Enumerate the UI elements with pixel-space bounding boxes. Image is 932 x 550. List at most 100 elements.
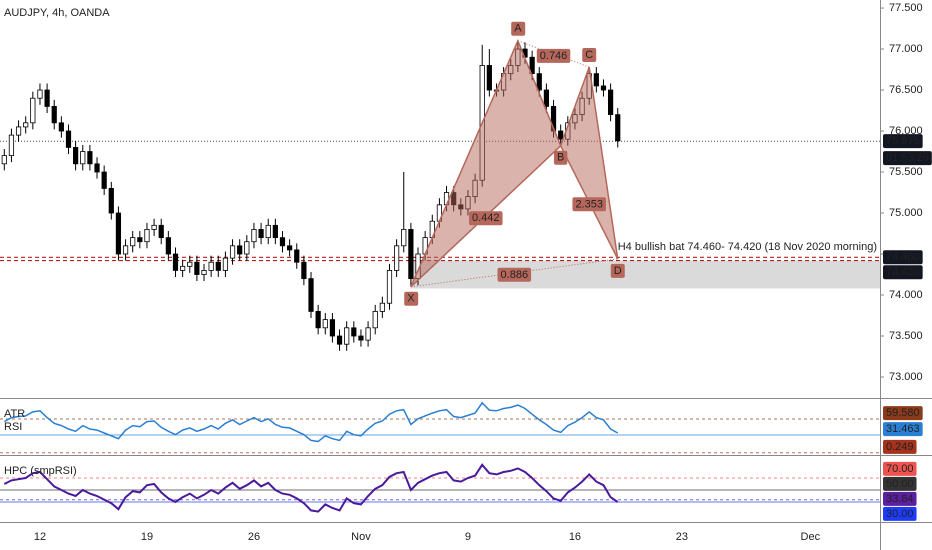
candle-body [329, 319, 336, 337]
x-tick-label: Dec [801, 531, 821, 543]
candle-body [108, 188, 114, 214]
candle-body [73, 147, 79, 165]
candle-body [351, 327, 357, 337]
last-price-label: 75.875 [886, 135, 920, 147]
candle-body [322, 319, 328, 329]
candle-body [287, 245, 293, 251]
indicator-axis-label: 30.00 [886, 508, 914, 520]
indicator-label: ATR [4, 408, 25, 420]
candle-body [201, 270, 207, 275]
candle-body [372, 311, 378, 329]
candle-body [615, 114, 621, 142]
candle-body [543, 89, 550, 107]
candle-body [180, 265, 186, 271]
candle-body [600, 85, 607, 91]
candle-body [237, 245, 243, 255]
indicator-label: HPC (smpRSI) [4, 465, 77, 477]
candle-body [365, 327, 371, 341]
candle-body [558, 130, 564, 140]
candle-body [244, 241, 250, 255]
candle-body [301, 261, 307, 280]
pattern-point-label-box [404, 291, 419, 306]
candle-body [222, 257, 229, 271]
y-tick-label: 75.000 [889, 207, 923, 219]
countdown-label: 01:53:25 [886, 152, 929, 164]
indicator-label: RSI [4, 421, 22, 433]
candle-body [187, 261, 193, 267]
candle-body [536, 73, 542, 91]
pattern-point-label: A [514, 23, 522, 35]
countdown-label-box [883, 151, 932, 166]
pattern-ratio: 2.353 [575, 198, 603, 210]
y-tick-label: 73.500 [889, 330, 923, 342]
candle-body [308, 278, 314, 312]
target-zone [410, 260, 880, 289]
candle-body [80, 151, 86, 165]
candle-body [44, 89, 50, 107]
indicator-axis-label-box [883, 476, 917, 491]
pattern-ratio: 0.442 [472, 212, 500, 224]
candle-body [144, 229, 150, 243]
candle-body [115, 212, 122, 255]
annotation: H4 bullish bat 74.460- 74.420 (18 Nov 20… [618, 241, 877, 253]
candle-body [408, 229, 414, 280]
candle-body [1, 155, 7, 165]
indicator-line [3, 401, 619, 443]
indicator-axis-label: 33.84 [886, 493, 914, 505]
pattern-point-label-box [511, 21, 526, 36]
candle-body [336, 335, 343, 345]
pattern-point-label: B [557, 152, 564, 164]
candle-body [229, 245, 236, 259]
pattern-ratio-box [497, 267, 532, 282]
candle-body [137, 237, 143, 243]
pattern-point-label: C [585, 49, 593, 61]
candle-body [379, 302, 385, 312]
candle-body [165, 237, 171, 255]
indicator-axis-label: 31.463 [886, 423, 920, 435]
y-tick-label: 77.000 [889, 43, 923, 55]
pattern-ratio-box [572, 197, 606, 212]
candle-body [344, 327, 350, 345]
candle-body [251, 229, 257, 243]
y-tick-label: 76.500 [889, 84, 923, 96]
candle-body [486, 65, 492, 91]
candle-body [265, 224, 271, 239]
candle-body [65, 130, 72, 148]
x-tick-label: 26 [248, 531, 260, 543]
candle-body [258, 229, 264, 239]
candle-body [94, 163, 100, 173]
candle-body [194, 261, 200, 275]
candle-body [272, 224, 278, 239]
indicator-axis-label-box [883, 439, 917, 454]
indicator-axis-label-box [883, 491, 917, 506]
level-label: 74.460 [886, 251, 920, 263]
level-label: 74.420 [886, 266, 920, 278]
x-tick-label: 19 [141, 531, 153, 543]
candle-body [151, 224, 157, 230]
candle-body [279, 237, 286, 247]
candle-body [172, 253, 179, 271]
chart-title: AUDJPY, 4h, OANDA [4, 7, 110, 19]
y-tick-label: 77.500 [889, 2, 923, 14]
pattern-point-label-box [610, 263, 625, 278]
candle-body [8, 134, 15, 157]
candle-body [608, 89, 614, 116]
candle-body [37, 89, 43, 99]
y-tick-label: 74.000 [889, 289, 923, 301]
x-tick-label: 16 [569, 531, 581, 543]
candle-body [15, 126, 22, 136]
pattern-ratio-box [469, 211, 503, 226]
indicator-axis-label-box [883, 406, 923, 421]
level-label-box [883, 265, 923, 280]
candle-body [87, 151, 93, 165]
candle-body [401, 229, 407, 247]
y-tick-label: 75.500 [889, 166, 923, 178]
indicator-axis-label-box [883, 506, 917, 521]
candle-body [358, 335, 364, 341]
indicator-axis-label: 50.00 [886, 478, 914, 490]
y-tick-label: 73.000 [889, 371, 923, 383]
candle-body [58, 122, 64, 132]
candle-body [215, 261, 221, 271]
